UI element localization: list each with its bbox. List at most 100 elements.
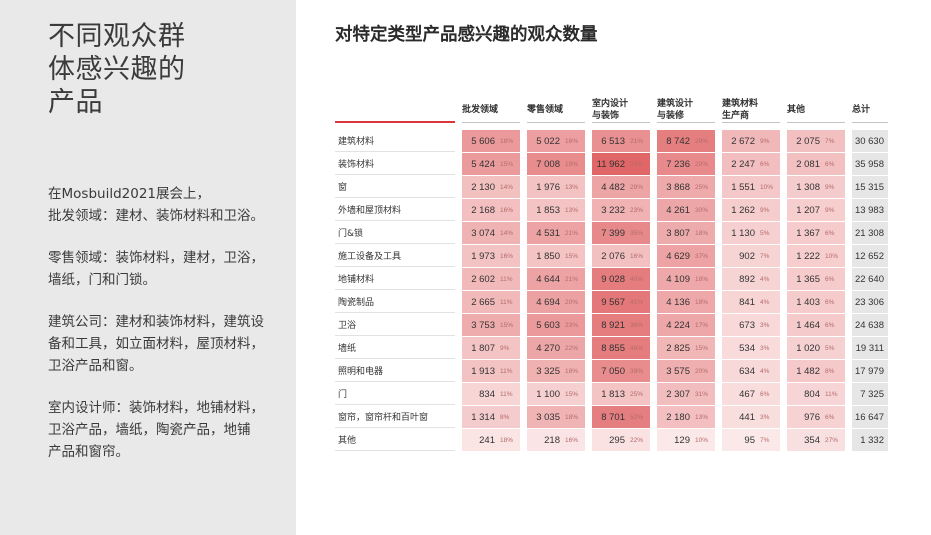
row-total: 13 983 (852, 199, 888, 221)
cell-percent: 9% (500, 345, 509, 352)
cell-value: 892 (722, 274, 755, 285)
heat-cell: 1 913 11% (462, 360, 520, 382)
cell-percent: 40% (630, 276, 643, 283)
table-row: 照明和电器 1 913 11% 3 325 18% 7 050 39% 3 575 20% 634… (335, 360, 888, 382)
cell-percent: 6% (760, 391, 769, 398)
cell-percent: 18% (695, 276, 708, 283)
cell-value: 5 603 (527, 320, 560, 331)
row-total: 24 638 (852, 314, 888, 336)
heat-cell: 1 551 10% (722, 176, 780, 198)
column-header: 室内设计 与装饰 (592, 97, 650, 123)
heat-cell: 8 855 46% (592, 337, 650, 359)
cell-percent: 21% (630, 138, 643, 145)
column-header: 建筑设计 与装修 (657, 97, 715, 123)
heat-cell: 4 629 37% (657, 245, 715, 267)
heat-cell: 218 16% (527, 429, 585, 451)
cell-percent: 4% (760, 299, 769, 306)
heat-cell: 241 18% (462, 429, 520, 451)
panel-title: 不同观众群 体感兴趣的 产品 (48, 20, 186, 119)
cell-value: 1 365 (787, 274, 820, 285)
table-row: 装饰材料 5 424 15% 7 008 19% 11 962 33% 7 236 20% 2 2… (335, 153, 888, 175)
heat-cell: 129 10% (657, 429, 715, 451)
cell-value: 1 976 (527, 182, 560, 193)
heat-cell: 9 028 40% (592, 268, 650, 290)
row-label: 其他 (335, 429, 455, 451)
cell-value: 241 (462, 435, 495, 446)
cell-percent: 7% (825, 138, 834, 145)
heat-cell: 295 22% (592, 429, 650, 451)
cell-value: 1 850 (527, 251, 560, 262)
heat-cell: 3 807 18% (657, 222, 715, 244)
cell-value: 8 855 (592, 343, 625, 354)
heat-cell: 1 807 9% (462, 337, 520, 359)
cell-percent: 10% (695, 437, 708, 444)
cell-value: 1 314 (462, 412, 495, 423)
heat-cell: 3 753 15% (462, 314, 520, 336)
row-total-value: 16 647 (855, 412, 884, 423)
row-total-value: 13 983 (855, 205, 884, 216)
heat-cell: 2 168 16% (462, 199, 520, 221)
heat-cell: 4 482 29% (592, 176, 650, 198)
cell-percent: 14% (500, 184, 513, 191)
cell-value: 1 262 (722, 205, 755, 216)
heat-cell: 1 314 8% (462, 406, 520, 428)
cell-value: 3 807 (657, 228, 690, 239)
heat-cell: 1 207 9% (787, 199, 845, 221)
cell-percent: 9% (825, 184, 834, 191)
row-label: 照明和电器 (335, 360, 455, 382)
cell-value: 673 (722, 320, 755, 331)
heat-cell: 2 672 9% (722, 130, 780, 152)
heat-cell: 2 076 16% (592, 245, 650, 267)
heat-cell: 834 11% (462, 383, 520, 405)
cell-value: 534 (722, 343, 755, 354)
row-total-value: 15 315 (855, 182, 884, 193)
cell-value: 8 701 (592, 412, 625, 423)
row-label: 陶瓷制品 (335, 291, 455, 313)
cell-value: 11 962 (592, 159, 625, 170)
heat-cell: 4 531 21% (527, 222, 585, 244)
cell-percent: 41% (630, 299, 643, 306)
cell-percent: 15% (500, 322, 513, 329)
heat-cell: 2 180 13% (657, 406, 715, 428)
heat-cell: 9 567 41% (592, 291, 650, 313)
heat-cell: 1 403 6% (787, 291, 845, 313)
row-total: 1 332 (852, 429, 888, 451)
table-row: 外墙和屋顶材料 2 168 16% 1 853 13% 3 232 23% 4 261 30% 1… (335, 199, 888, 221)
heat-cell: 4 644 21% (527, 268, 585, 290)
cell-percent: 31% (695, 391, 708, 398)
heat-cell: 3 325 18% (527, 360, 585, 382)
panel-paragraph: 零售领域：装饰材料，建材，卫浴， 墙纸，门和门锁。 (48, 247, 294, 291)
cell-value: 1 551 (722, 182, 755, 193)
cell-percent: 6% (825, 276, 834, 283)
cell-value: 7 399 (592, 228, 625, 239)
heat-cell: 673 3% (722, 314, 780, 336)
cell-value: 2 247 (722, 159, 755, 170)
cell-percent: 6% (825, 322, 834, 329)
cell-percent: 16% (500, 207, 513, 214)
row-total: 30 630 (852, 130, 888, 152)
cell-value: 7 236 (657, 159, 690, 170)
cell-value: 3 575 (657, 366, 690, 377)
heat-cell: 2 075 7% (787, 130, 845, 152)
heat-cell: 4 694 20% (527, 291, 585, 313)
cell-percent: 8% (500, 414, 509, 421)
cell-percent: 21% (565, 276, 578, 283)
heat-cell: 3 575 20% (657, 360, 715, 382)
cell-value: 4 531 (527, 228, 560, 239)
cell-value: 4 136 (657, 297, 690, 308)
row-label: 窗 (335, 176, 455, 198)
cell-percent: 6% (825, 299, 834, 306)
table-header-row: 批发领域 零售领域 室内设计 与装饰 建筑设计 与装修 建筑材料 生产商 其他 总计 (335, 97, 888, 123)
cell-percent: 7% (760, 253, 769, 260)
row-label: 窗帘，窗帘杆和百叶窗 (335, 406, 455, 428)
cell-percent: 11% (500, 299, 513, 306)
cell-percent: 16% (565, 138, 578, 145)
row-total: 7 325 (852, 383, 888, 405)
cell-value: 5 606 (462, 136, 495, 147)
cell-percent: 19% (565, 161, 578, 168)
heat-cell: 1 100 15% (527, 383, 585, 405)
heat-cell: 5 603 23% (527, 314, 585, 336)
cell-percent: 6% (760, 161, 769, 168)
column-header: 零售领域 (527, 97, 585, 123)
cell-percent: 22% (565, 345, 578, 352)
